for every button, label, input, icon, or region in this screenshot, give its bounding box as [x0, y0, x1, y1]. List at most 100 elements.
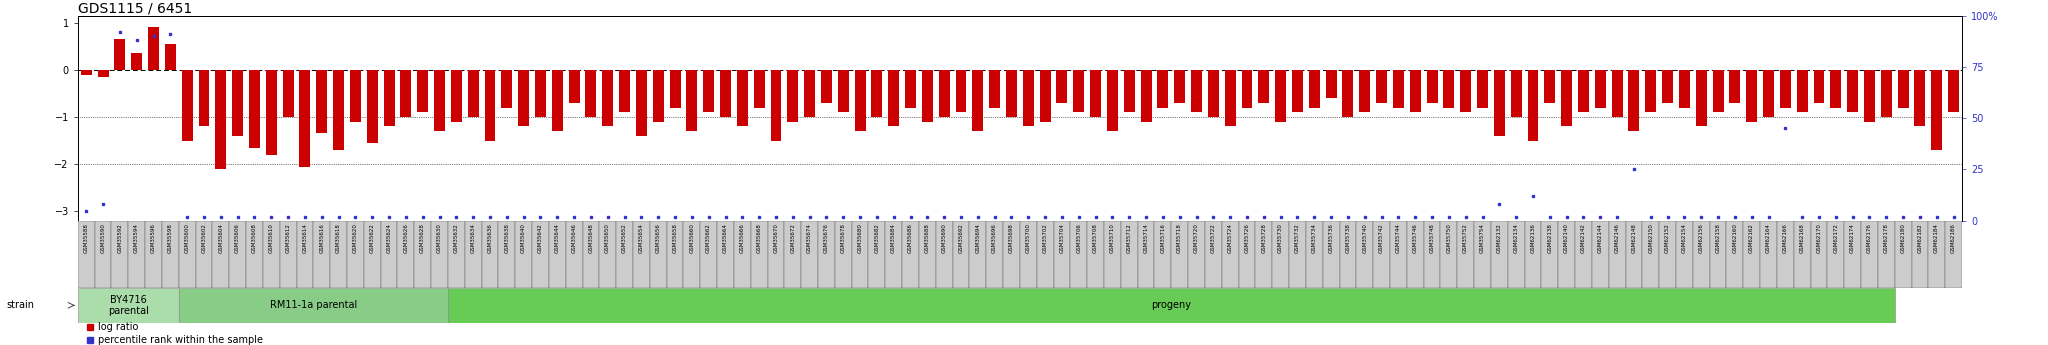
- Text: GSM35680: GSM35680: [858, 223, 862, 253]
- Bar: [451, 70, 461, 122]
- Bar: [197, 221, 213, 288]
- Bar: [1020, 221, 1036, 288]
- Text: GSM35748: GSM35748: [1430, 223, 1434, 253]
- Text: GSM35594: GSM35594: [135, 223, 139, 253]
- Bar: [1796, 70, 1808, 112]
- Bar: [1171, 221, 1188, 288]
- Bar: [1040, 70, 1051, 122]
- Bar: [467, 70, 479, 117]
- Text: GSM35722: GSM35722: [1210, 223, 1217, 253]
- Text: GSM35642: GSM35642: [539, 223, 543, 253]
- Bar: [1898, 70, 1909, 108]
- Legend: log ratio, percentile rank within the sample: log ratio, percentile rank within the sa…: [82, 318, 266, 345]
- Bar: [1460, 70, 1470, 112]
- Bar: [768, 221, 784, 288]
- Bar: [229, 221, 246, 288]
- Bar: [1339, 221, 1356, 288]
- Bar: [784, 221, 801, 288]
- Bar: [498, 221, 516, 288]
- Bar: [901, 221, 920, 288]
- Bar: [346, 221, 365, 288]
- Bar: [1372, 221, 1391, 288]
- Bar: [872, 70, 883, 117]
- Bar: [686, 70, 696, 131]
- Text: GSM35724: GSM35724: [1227, 223, 1233, 253]
- Bar: [1323, 221, 1339, 288]
- Text: GSM35752: GSM35752: [1462, 223, 1468, 253]
- Bar: [956, 70, 967, 112]
- Bar: [618, 70, 631, 112]
- Text: GSM35742: GSM35742: [1378, 223, 1384, 253]
- Bar: [582, 221, 600, 288]
- Text: GSM35734: GSM35734: [1313, 223, 1317, 253]
- Text: GSM35670: GSM35670: [774, 223, 778, 253]
- Bar: [1507, 221, 1524, 288]
- Bar: [737, 70, 748, 126]
- Text: GSM35728: GSM35728: [1262, 223, 1266, 253]
- Bar: [111, 221, 129, 288]
- Bar: [1528, 70, 1538, 140]
- Bar: [602, 70, 612, 126]
- Bar: [1272, 221, 1288, 288]
- Text: GSM35698: GSM35698: [1010, 223, 1014, 253]
- Text: GSM35672: GSM35672: [791, 223, 795, 253]
- Text: GSM62148: GSM62148: [1632, 223, 1636, 253]
- Bar: [1307, 221, 1323, 288]
- Text: GSM62168: GSM62168: [1800, 223, 1804, 253]
- Bar: [1188, 221, 1204, 288]
- Bar: [1626, 221, 1642, 288]
- Bar: [481, 221, 498, 288]
- Bar: [178, 221, 197, 288]
- Text: GSM35638: GSM35638: [504, 223, 510, 253]
- Bar: [733, 221, 752, 288]
- Text: GSM35654: GSM35654: [639, 223, 643, 253]
- Bar: [821, 70, 831, 103]
- Bar: [1595, 70, 1606, 108]
- Bar: [1948, 70, 1960, 112]
- Text: GSM62134: GSM62134: [1513, 223, 1520, 253]
- Text: GSM62160: GSM62160: [1733, 223, 1737, 253]
- Bar: [434, 70, 444, 131]
- Bar: [1659, 221, 1675, 288]
- Text: GSM62138: GSM62138: [1548, 223, 1552, 253]
- Bar: [315, 70, 328, 134]
- Text: GSM35608: GSM35608: [252, 223, 256, 253]
- Bar: [1559, 221, 1575, 288]
- Bar: [1612, 70, 1622, 117]
- Text: GSM62180: GSM62180: [1901, 223, 1905, 253]
- Bar: [1376, 70, 1386, 103]
- Bar: [401, 70, 412, 117]
- Bar: [1073, 70, 1083, 112]
- Bar: [852, 221, 868, 288]
- Bar: [532, 221, 549, 288]
- Bar: [1053, 221, 1071, 288]
- Bar: [649, 221, 668, 288]
- Text: GSM62170: GSM62170: [1817, 223, 1821, 253]
- Text: GSM35600: GSM35600: [184, 223, 190, 253]
- Bar: [1642, 221, 1659, 288]
- Text: GSM35726: GSM35726: [1245, 223, 1249, 253]
- Text: GSM35622: GSM35622: [371, 223, 375, 253]
- Bar: [1120, 221, 1139, 288]
- Text: BY4716
parental: BY4716 parental: [109, 295, 150, 316]
- Text: GSM35626: GSM35626: [403, 223, 408, 253]
- Text: GSM35648: GSM35648: [588, 223, 594, 253]
- Bar: [231, 70, 244, 136]
- Bar: [1022, 70, 1034, 126]
- Text: GSM35750: GSM35750: [1446, 223, 1452, 253]
- Bar: [1225, 70, 1235, 126]
- Bar: [1815, 70, 1825, 103]
- Bar: [1409, 70, 1421, 112]
- Bar: [1491, 221, 1507, 288]
- Bar: [1444, 70, 1454, 108]
- Bar: [1591, 221, 1610, 288]
- Bar: [246, 221, 262, 288]
- Bar: [885, 221, 901, 288]
- Text: GSM35708: GSM35708: [1094, 223, 1098, 253]
- Text: GSM35612: GSM35612: [285, 223, 291, 253]
- Text: GSM35606: GSM35606: [236, 223, 240, 253]
- Text: GSM35658: GSM35658: [672, 223, 678, 253]
- Text: GSM35662: GSM35662: [707, 223, 711, 253]
- Bar: [569, 70, 580, 103]
- Bar: [1423, 221, 1440, 288]
